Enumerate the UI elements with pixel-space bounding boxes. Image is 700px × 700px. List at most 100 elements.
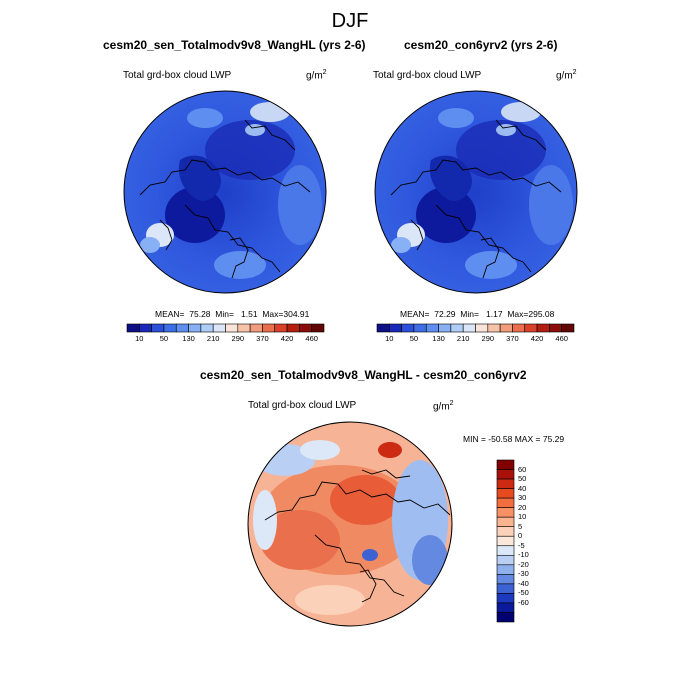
colorbar3 bbox=[496, 459, 515, 623]
diff-variable: Total grd-box cloud LWP bbox=[248, 400, 357, 411]
colorbar-cell bbox=[438, 323, 452, 333]
colorbar-cell bbox=[496, 545, 515, 556]
colorbar-cell bbox=[249, 323, 263, 333]
colorbar-tick-label: 130 bbox=[432, 334, 445, 343]
panel2-variable: Total grd-box cloud LWP bbox=[373, 70, 482, 81]
colorbar-cell bbox=[175, 323, 189, 333]
colorbar-cell bbox=[536, 323, 550, 333]
colorbar-cell bbox=[274, 323, 288, 333]
colorbar-cell bbox=[462, 323, 476, 333]
colorbar-cell bbox=[262, 323, 276, 333]
colorbar-cell bbox=[496, 526, 515, 537]
colorbar-cell bbox=[225, 323, 239, 333]
colorbar-cell bbox=[496, 593, 515, 604]
colorbar-cell bbox=[496, 469, 515, 480]
colorbar-cell bbox=[200, 323, 214, 333]
colorbar-cell bbox=[126, 323, 140, 333]
panel2-title: cesm20_con6yrv2 (yrs 2-6) bbox=[404, 38, 558, 52]
colorbar-cell bbox=[549, 323, 562, 333]
colorbar1 bbox=[126, 323, 325, 333]
colorbar-cell bbox=[496, 602, 515, 613]
colorbar-cell bbox=[496, 583, 515, 594]
colorbar-cell bbox=[561, 323, 575, 333]
colorbar-cell bbox=[496, 554, 515, 566]
colorbar-tick-label: 60 bbox=[518, 464, 527, 474]
colorbar-tick-label: 460 bbox=[305, 334, 318, 343]
colorbar-cell bbox=[496, 488, 515, 499]
colorbar-tick-label: 40 bbox=[518, 483, 527, 493]
colorbar2 bbox=[376, 323, 575, 333]
colorbar-tick-label: 420 bbox=[530, 334, 544, 343]
colorbar-tick-label: 460 bbox=[555, 334, 568, 343]
colorbar-cell bbox=[512, 323, 526, 333]
colorbar-tick-label: -60 bbox=[518, 597, 529, 607]
panel2-stats: MEAN= 72.29 Min= 1.17 Max=295.08 bbox=[400, 309, 555, 319]
colorbar-cell bbox=[496, 516, 515, 528]
colorbar-tick-label: 50 bbox=[409, 334, 419, 343]
colorbar-cell bbox=[496, 564, 515, 575]
diff-title: cesm20_sen_Totalmodv9v8_WangHL - cesm20_… bbox=[200, 368, 527, 382]
diff-units: g/m2 bbox=[433, 400, 454, 413]
colorbar-cell bbox=[496, 459, 515, 470]
colorbar-tick-label: 10 bbox=[135, 334, 144, 343]
colorbar-tick-label: 30 bbox=[518, 493, 527, 503]
colorbar-cell bbox=[139, 323, 152, 333]
colorbar-tick-label: 10 bbox=[518, 512, 527, 522]
panel1-units: g/m2 bbox=[306, 69, 327, 82]
colorbar-tick-label: -50 bbox=[518, 588, 529, 598]
colorbar-tick-label: -40 bbox=[518, 578, 529, 588]
colorbar-cell bbox=[475, 323, 489, 333]
colorbar-tick-label: 210 bbox=[456, 334, 470, 343]
colorbar-tick-label: 290 bbox=[481, 334, 495, 343]
colorbar-cell bbox=[188, 323, 202, 333]
colorbar-cell bbox=[496, 478, 515, 489]
colorbar-cell bbox=[496, 497, 515, 508]
colorbar-cell bbox=[496, 535, 515, 547]
colorbar-tick-label: -30 bbox=[518, 569, 529, 579]
colorbar-cell bbox=[413, 323, 427, 333]
colorbar-tick-label: 50 bbox=[159, 334, 169, 343]
colorbar-cell bbox=[499, 323, 513, 333]
colorbar-tick-label: 5 bbox=[518, 521, 523, 531]
colorbar-cell bbox=[376, 323, 390, 333]
colorbar-tick-label: 370 bbox=[506, 334, 519, 343]
colorbar-tick-label: -10 bbox=[518, 550, 529, 560]
colorbar-tick-label: 10 bbox=[385, 334, 394, 343]
map1 bbox=[123, 90, 327, 294]
map2 bbox=[374, 90, 578, 294]
colorbar-cell bbox=[212, 323, 226, 333]
colorbar-cell bbox=[286, 323, 300, 333]
colorbar-cell bbox=[496, 507, 515, 518]
panel2-units: g/m2 bbox=[556, 69, 577, 82]
colorbar-cell bbox=[389, 323, 402, 333]
colorbar-tick-label: -5 bbox=[518, 540, 525, 550]
colorbar-cell bbox=[425, 323, 439, 333]
colorbar-cell bbox=[151, 323, 165, 333]
diff-minmax: MIN = -50.58 MAX = 75.29 bbox=[463, 434, 565, 444]
colorbar-tick-label: 50 bbox=[518, 474, 527, 484]
panel1-title: cesm20_sen_Totalmodv9v8_WangHL (yrs 2-6) bbox=[103, 38, 366, 52]
colorbar-tick-label: 420 bbox=[280, 334, 294, 343]
colorbar-tick-label: 0 bbox=[518, 531, 523, 541]
colorbar-cell bbox=[450, 323, 464, 333]
colorbar-cell bbox=[487, 323, 501, 333]
colorbar-cell bbox=[401, 323, 415, 333]
colorbar-cell bbox=[237, 323, 251, 333]
colorbar-cell bbox=[496, 574, 515, 585]
colorbar-cell bbox=[163, 323, 177, 333]
colorbar-tick-label: 210 bbox=[206, 334, 220, 343]
colorbar-tick-label: -20 bbox=[518, 559, 529, 569]
panel1-stats: MEAN= 75.28 Min= 1.51 Max=304.91 bbox=[155, 309, 310, 319]
colorbar-cell bbox=[496, 612, 515, 623]
colorbar-cell bbox=[299, 323, 312, 333]
panel1-variable: Total grd-box cloud LWP bbox=[123, 70, 232, 81]
colorbar-tick-label: 130 bbox=[182, 334, 195, 343]
map3 bbox=[247, 421, 453, 627]
colorbar-cell bbox=[311, 323, 325, 333]
colorbar-tick-label: 370 bbox=[256, 334, 269, 343]
colorbar-cell bbox=[524, 323, 538, 333]
figure-title: DJF bbox=[331, 10, 369, 32]
colorbar-tick-label: 290 bbox=[231, 334, 245, 343]
colorbar-tick-label: 20 bbox=[518, 502, 527, 512]
